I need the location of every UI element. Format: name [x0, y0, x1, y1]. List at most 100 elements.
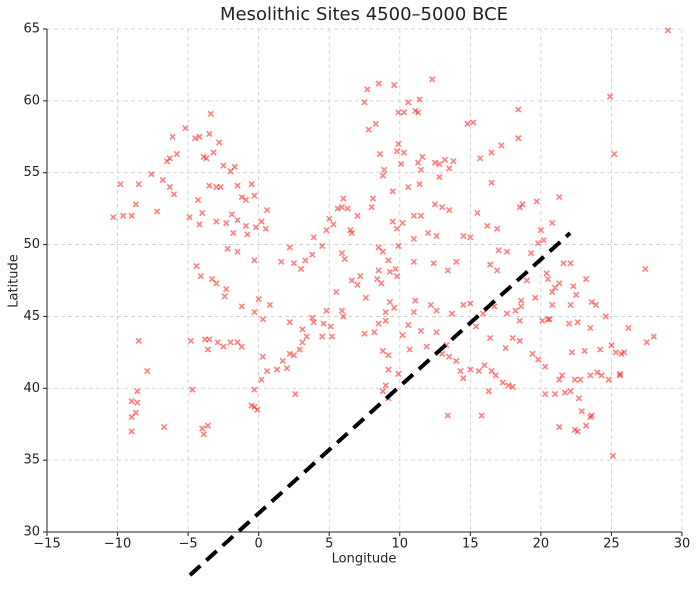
site-marker: [537, 227, 545, 234]
site-marker: [410, 212, 418, 219]
site-marker: [650, 333, 657, 340]
site-marker: [533, 198, 540, 205]
site-marker: [375, 80, 382, 87]
site-marker: [395, 370, 402, 378]
site-marker: [348, 229, 355, 237]
site-marker: [389, 218, 396, 225]
site-marker: [467, 366, 474, 373]
site-marker: [625, 324, 632, 332]
site-marker: [385, 352, 392, 359]
site-marker: [144, 367, 151, 375]
site-marker: [493, 225, 501, 232]
site-marker: [446, 165, 453, 172]
site-marker: [587, 372, 594, 379]
site-marker: [227, 339, 234, 346]
site-marker: [386, 268, 394, 276]
site-marker: [395, 140, 402, 148]
site-marker: [568, 349, 576, 356]
site-marker: [357, 273, 364, 280]
site-marker: [560, 260, 567, 267]
site-marker: [620, 349, 628, 356]
site-marker: [385, 257, 392, 264]
site-marker: [588, 298, 595, 306]
site-marker: [223, 285, 230, 293]
x-tick-label: 20: [533, 537, 550, 552]
y-tick-label: 45: [23, 309, 40, 324]
site-marker: [453, 357, 460, 365]
site-marker: [251, 386, 258, 393]
site-marker: [361, 99, 368, 106]
site-marker: [417, 212, 425, 219]
site-marker: [410, 258, 418, 265]
site-marker: [334, 205, 341, 212]
site-marker: [519, 201, 526, 208]
site-marker: [153, 208, 161, 215]
site-marker: [206, 130, 213, 138]
site-marker: [616, 370, 624, 378]
site-marker: [238, 343, 245, 350]
site-marker: [549, 288, 556, 296]
site-marker: [478, 412, 485, 419]
site-marker: [258, 218, 265, 225]
site-marker: [197, 273, 204, 280]
site-marker: [395, 109, 402, 116]
site-marker: [512, 307, 519, 314]
site-marker: [194, 196, 202, 204]
site-marker: [546, 316, 553, 323]
site-marker: [379, 347, 387, 355]
y-tick-label: 35: [23, 453, 40, 468]
site-marker: [230, 229, 237, 237]
site-marker: [416, 181, 423, 188]
site-marker: [486, 261, 494, 268]
site-marker: [485, 387, 492, 395]
site-marker: [221, 293, 228, 300]
site-marker: [286, 350, 293, 357]
site-marker: [477, 155, 484, 162]
site-marker: [393, 273, 401, 280]
site-marker: [616, 372, 624, 379]
site-marker: [606, 93, 614, 100]
site-marker: [213, 218, 220, 225]
site-marker: [395, 242, 402, 250]
y-tick-label: 30: [23, 525, 40, 540]
site-marker: [254, 406, 261, 414]
site-marker: [567, 260, 574, 267]
site-marker: [238, 193, 245, 201]
site-marker: [251, 257, 258, 264]
site-marker: [189, 386, 196, 393]
site-marker: [472, 323, 480, 330]
site-marker: [441, 156, 449, 163]
site-marker: [602, 313, 609, 320]
site-marker: [469, 119, 477, 126]
site-marker: [509, 383, 516, 391]
site-marker: [517, 297, 525, 304]
site-marker: [290, 352, 298, 359]
site-marker: [290, 260, 298, 267]
site-marker: [503, 248, 511, 255]
x-tick-label: −5: [179, 537, 198, 552]
site-marker: [338, 204, 346, 211]
site-marker: [200, 431, 207, 438]
site-marker: [217, 183, 224, 191]
site-marker: [182, 124, 189, 132]
site-marker: [371, 329, 378, 336]
site-marker: [220, 343, 227, 350]
site-marker: [488, 149, 495, 156]
site-marker: [354, 212, 361, 219]
site-marker: [375, 244, 382, 251]
site-marker: [286, 319, 293, 326]
site-marker: [386, 298, 394, 306]
site-marker: [405, 99, 412, 106]
trend-line: [188, 231, 572, 577]
y-tick-label: 40: [23, 381, 40, 396]
site-marker: [529, 350, 536, 357]
y-tick-label: 60: [23, 93, 40, 108]
site-marker: [319, 333, 326, 340]
site-marker: [448, 310, 456, 317]
site-marker: [612, 349, 619, 356]
site-marker: [187, 337, 195, 345]
y-tick-label: 55: [23, 165, 40, 180]
site-marker: [574, 319, 581, 326]
site-marker: [242, 196, 250, 204]
site-marker: [556, 423, 563, 431]
